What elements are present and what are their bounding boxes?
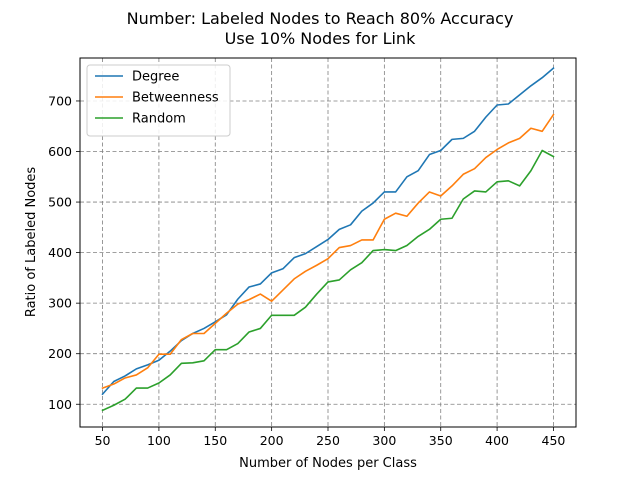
legend-label-random: Random [132,112,186,127]
x-tick-label: 350 [429,433,453,448]
y-tick-label: 200 [48,346,72,361]
x-tick-label: 100 [147,433,171,448]
x-tick-label: 300 [372,433,396,448]
series-lines [101,66,555,412]
y-tick-label: 700 [48,93,72,108]
legend-label-degree: Degree [132,70,179,85]
chart-title: Number: Labeled Nodes to Reach 80% Accur… [127,9,514,28]
x-ticks: 50 100 150 200 250 300 350 400 450 [95,427,566,448]
x-tick-label: 400 [485,433,509,448]
chart-subtitle: Use 10% Nodes for Link [225,29,416,48]
series-line-random [101,149,555,412]
y-tick-label: 100 [48,397,72,412]
x-axis-label: Number of Nodes per Class [239,456,417,471]
y-tick-label: 400 [48,245,72,260]
series-line-betweenness [101,113,555,390]
y-tick-label: 300 [48,296,72,311]
x-tick-label: 150 [203,433,227,448]
x-tick-label: 200 [260,433,284,448]
x-tick-label: 450 [542,433,566,448]
y-axis-label: Ratio of Labeled Nodes [24,167,39,318]
x-tick-label: 250 [316,433,340,448]
x-tick-label: 50 [95,433,111,448]
y-ticks: 100 200 300 400 500 600 700 [48,93,80,412]
plot-frame [79,57,577,428]
legend-label-betweenness: Betweenness [132,91,219,106]
y-tick-label: 500 [48,195,72,210]
y-tick-label: 600 [48,144,72,159]
legend: Degree Betweenness Random [86,64,231,137]
